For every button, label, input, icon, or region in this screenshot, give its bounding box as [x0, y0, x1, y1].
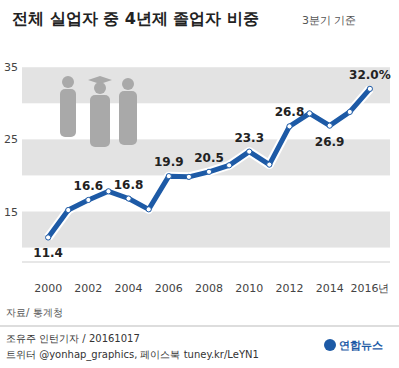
credit: 조유주 인턴기자 / 20161017 — [6, 333, 140, 344]
grid-band — [22, 67, 390, 103]
silhouette-head — [122, 78, 134, 90]
data-label: 23.3 — [234, 131, 264, 145]
point — [86, 197, 91, 202]
plot-area — [46, 86, 373, 240]
silhouettes — [60, 76, 137, 147]
x-tick-label: 2006 — [155, 282, 183, 295]
x-tick-label: 2016년 — [350, 282, 389, 295]
point — [307, 111, 312, 116]
x-tick-label: 2002 — [74, 282, 102, 295]
y-tick-label: 25 — [4, 133, 18, 146]
logo: 연합뉴스 — [339, 339, 383, 352]
silhouette-body — [119, 91, 137, 145]
silhouette-head — [94, 82, 106, 94]
silhouette-body — [60, 89, 76, 137]
data-label: 16.8 — [114, 178, 144, 192]
line — [48, 89, 370, 238]
point — [327, 123, 332, 128]
x-tick-label: 2012 — [275, 282, 303, 295]
data-label: 19.9 — [154, 155, 184, 169]
grid-band — [22, 212, 390, 248]
point — [206, 169, 211, 174]
data-label: 26.8 — [275, 105, 305, 119]
point — [146, 207, 151, 212]
point — [267, 162, 272, 167]
grid — [22, 67, 390, 247]
x-tick-label: 2014 — [316, 282, 344, 295]
source: 자료/ 통계청 — [6, 307, 63, 318]
point — [247, 149, 252, 154]
logo-icon — [324, 339, 336, 351]
data-label: 16.6 — [74, 179, 104, 193]
data-label: 20.5 — [194, 151, 224, 165]
x-tick-label: 2008 — [195, 282, 223, 295]
x-axis — [22, 262, 390, 263]
chart: 전체 실업자 중 4년제 졸업자 비중 3분기 기준 15 25 35 2000 2002 2… — [0, 0, 399, 368]
point — [46, 235, 51, 240]
x-tick-label: 2010 — [235, 282, 263, 295]
point — [186, 174, 191, 179]
title: 전체 실업자 중 4년제 졸업자 비중 — [12, 9, 259, 28]
point — [367, 86, 372, 91]
point — [106, 189, 111, 194]
x-tick-label: 2004 — [115, 282, 143, 295]
data-label: 11.4 — [33, 246, 63, 260]
point — [166, 174, 171, 179]
x-tick-label: 2000 — [34, 282, 62, 295]
point — [66, 207, 71, 212]
footer-rule — [0, 326, 399, 327]
social: 트위터 @yonhap_graphics, 페이스북 tuney.kr/LeYN… — [6, 349, 259, 361]
silhouette-head — [62, 76, 74, 88]
point — [347, 109, 352, 114]
point — [287, 124, 292, 129]
y-tick-label: 35 — [4, 61, 18, 74]
data-label: 26.9 — [315, 135, 345, 149]
point — [126, 196, 131, 201]
line-halo — [48, 89, 370, 238]
point — [227, 163, 232, 168]
silhouette-body — [90, 95, 110, 147]
data-label: 32.0% — [349, 68, 391, 82]
subtitle: 3분기 기준 — [302, 14, 357, 27]
y-tick-label: 15 — [4, 206, 18, 219]
